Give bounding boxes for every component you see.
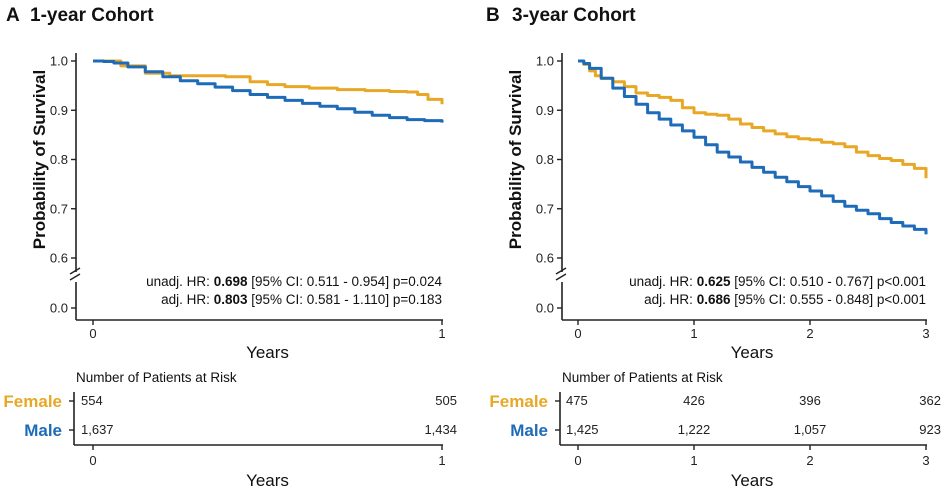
- panel-a-y-tick-label: 0.7: [50, 201, 68, 216]
- panel-b-hr-annotation-adjusted: adj. HR: 0.686 [95% CI: 0.555 - 0.848] p…: [644, 292, 926, 307]
- panel-letter-a: A: [6, 5, 20, 26]
- panel-b-y-axis-title: Probability of Survival: [506, 70, 525, 250]
- panel-a-x-tick-label: 0: [89, 326, 96, 341]
- panel-b-risk-x-tick-label: 2: [806, 453, 813, 468]
- panel-b-x-tick-label: 3: [922, 326, 929, 341]
- panel-b-x-tick-label: 0: [574, 326, 581, 341]
- panel-title-a: 1-year Cohort: [30, 5, 154, 26]
- panel-b-y-tick-label: 0.6: [536, 251, 554, 266]
- hr-ci-p: [95% CI: 0.581 - 1.110] p=0.183: [247, 292, 442, 307]
- hr-ci-p: [95% CI: 0.511 - 0.954] p=0.024: [247, 274, 442, 289]
- panel-b-series-male-line: [578, 59, 928, 235]
- panel-a-hr-annotation-adjusted: adj. HR: 0.803 [95% CI: 0.581 - 1.110] p…: [161, 292, 442, 307]
- panel-b-risk-count: 1,057: [794, 422, 827, 437]
- panel-b-x-axis-title: Years: [731, 343, 774, 362]
- panel-a-risk-count: 554: [81, 393, 103, 408]
- panel-b-risk-x-tick-label: 3: [922, 453, 929, 468]
- panel-b-axis-break-mark: [555, 267, 567, 275]
- panel-b-axis-break-mark: [555, 273, 567, 281]
- panel-a-risk-count: 1,637: [81, 422, 114, 437]
- panel-a-hr-annotation-unadjusted: unadj. HR: 0.698 [95% CI: 0.511 - 0.954]…: [146, 274, 442, 289]
- panel-letter-b: B: [486, 5, 500, 26]
- panel-b-y-tick-label: 0.8: [536, 152, 554, 167]
- hr-prefix: unadj. HR:: [629, 274, 697, 289]
- panel-a-risk-count: 505: [435, 393, 457, 408]
- panel-a-risk-group-label-male: Male: [24, 421, 62, 440]
- panel-a-risk-count: 1,434: [424, 422, 457, 437]
- panel-a-y-tick-label: 0.8: [50, 152, 68, 167]
- panel-b-risk-count: 475: [566, 393, 588, 408]
- panel-a-risk-x-tick-label: 0: [89, 453, 96, 468]
- panel-b-y-tick-label: 1.0: [536, 54, 554, 69]
- panel-b-risk-count: 1,425: [566, 422, 599, 437]
- hr-value: 0.803: [214, 292, 248, 307]
- panel-b-risk-count: 1,222: [678, 422, 711, 437]
- panel-a-y-tick-label: 0.6: [50, 251, 68, 266]
- panel-a-axis-break-mark: [69, 267, 81, 275]
- panel-b-risk-count: 396: [799, 393, 821, 408]
- panel-b-x-tick-label: 2: [806, 326, 813, 341]
- panel-a: A 1-year Cohort 0.6 0.7 0.8 0.9 1.0 0.0 0 1 Year…: [3, 5, 457, 489]
- hr-value: 0.698: [214, 274, 248, 289]
- panel-a-risk-x-tick-label: 1: [438, 453, 445, 468]
- panel-a-y-tick-label: 0.9: [50, 103, 68, 118]
- panel-b: B 3-year Cohort 0.6 0.7 0.8 0.9 1.0 0.0 0 1 2 3 Ye…: [486, 5, 941, 489]
- panel-b-y-tick-label: 0.7: [536, 201, 554, 216]
- panel-b-x-tick-label: 1: [690, 326, 697, 341]
- panel-a-x-tick-label: 1: [438, 326, 445, 341]
- panel-title-b: 3-year Cohort: [512, 5, 636, 26]
- hr-value: 0.686: [697, 292, 731, 307]
- panel-a-y-axis-title: Probability of Survival: [30, 70, 49, 250]
- panel-b-series-female-line: [578, 59, 928, 179]
- hr-ci-p: [95% CI: 0.555 - 0.848] p<0.001: [730, 292, 926, 307]
- panel-b-risk-count: 426: [683, 393, 705, 408]
- panel-b-risk-group-label-female: Female: [489, 392, 548, 411]
- panel-a-y-tick-label-zero: 0.0: [50, 301, 68, 316]
- panel-a-series-female-line: [93, 59, 444, 105]
- panel-b-risk-x-tick-label: 0: [574, 453, 581, 468]
- panel-a-risk-table-title: Number of Patients at Risk: [76, 370, 237, 385]
- panel-a-x-axis-title: Years: [246, 343, 289, 362]
- panel-a-risk-x-axis-title: Years: [246, 471, 289, 489]
- hr-prefix: adj. HR:: [644, 292, 697, 307]
- hr-ci-p: [95% CI: 0.510 - 0.767] p<0.001: [730, 274, 926, 289]
- panel-b-y-tick-label: 0.9: [536, 103, 554, 118]
- panel-b-y-tick-label-zero: 0.0: [536, 301, 554, 316]
- panel-b-risk-count: 362: [919, 393, 941, 408]
- hr-prefix: unadj. HR:: [146, 274, 214, 289]
- panel-a-axis-break-mark: [69, 273, 81, 281]
- panel-b-hr-annotation-unadjusted: unadj. HR: 0.625 [95% CI: 0.510 - 0.767]…: [629, 274, 926, 289]
- panel-b-risk-x-tick-label: 1: [690, 453, 697, 468]
- panel-a-series-male-line: [93, 59, 444, 123]
- panel-b-risk-group-label-male: Male: [510, 421, 548, 440]
- hr-prefix: adj. HR:: [161, 292, 214, 307]
- panel-a-risk-group-label-female: Female: [3, 392, 62, 411]
- panel-a-y-tick-label: 1.0: [50, 54, 68, 69]
- panel-b-risk-table-title: Number of Patients at Risk: [562, 370, 723, 385]
- hr-value: 0.625: [697, 274, 731, 289]
- panel-b-risk-x-axis-title: Years: [731, 471, 774, 489]
- panel-b-risk-count: 923: [919, 422, 941, 437]
